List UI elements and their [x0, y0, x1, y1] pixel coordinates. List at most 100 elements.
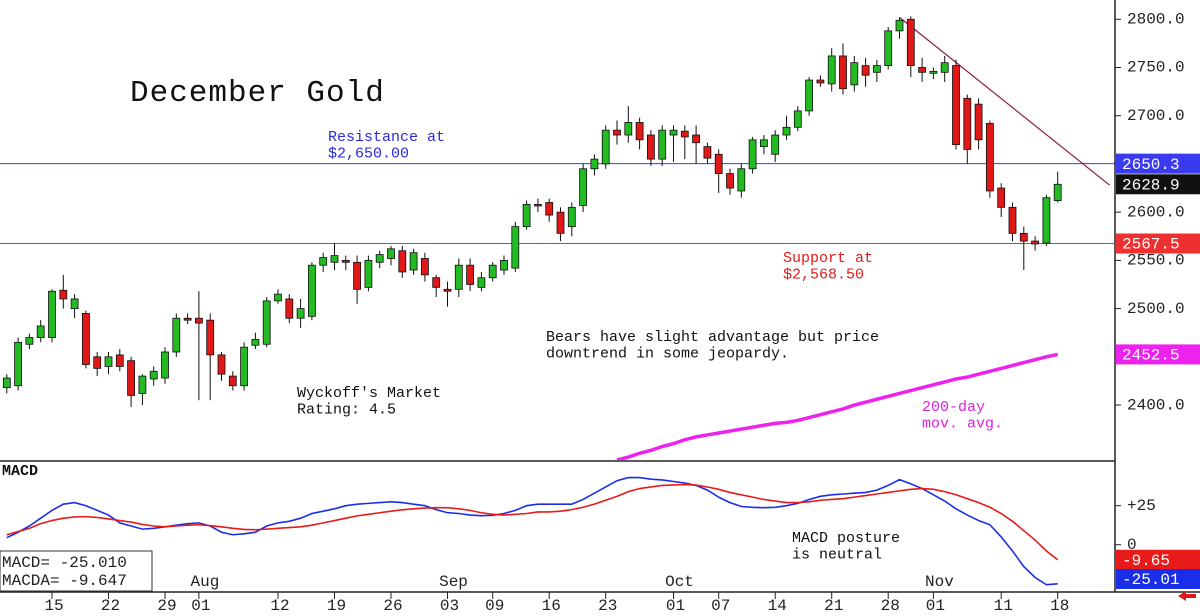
candle-body	[567, 206, 576, 228]
candle-body	[545, 202, 554, 216]
annotation: MACD posture	[792, 530, 900, 547]
annotation: downtrend in some jeopardy.	[546, 345, 789, 362]
candle-body	[127, 360, 135, 396]
candle-body	[884, 30, 893, 66]
candle-body	[522, 204, 531, 228]
annotation: $2,650.00	[328, 145, 409, 162]
macd-y-tick-label: +25	[1127, 497, 1156, 515]
candle-body	[115, 354, 124, 367]
candle-body	[228, 375, 237, 387]
candle-body	[307, 264, 316, 317]
ma-badge	[1116, 344, 1200, 365]
candle-body	[647, 134, 655, 160]
y-tick-label: 2750.0	[1127, 59, 1185, 77]
candle-body	[613, 129, 621, 136]
candle-body	[579, 168, 587, 206]
candle-body	[82, 313, 90, 365]
x-tick-label: 19	[327, 597, 346, 615]
candle-body	[454, 264, 463, 290]
annotation: Rating: 4.5	[297, 401, 396, 418]
candle-body	[353, 261, 362, 290]
x-tick-label: 12	[270, 597, 289, 615]
candle-body	[918, 67, 926, 73]
candle-body	[477, 277, 486, 288]
candle-body	[873, 65, 881, 73]
x-tick-label: 16	[542, 597, 561, 615]
candle-body	[172, 317, 181, 353]
candle-body	[14, 341, 23, 387]
candle-body	[534, 204, 542, 207]
candle-body	[59, 289, 68, 300]
macd-readout-box	[0, 550, 153, 592]
y-tick-label: 2550.0	[1127, 252, 1185, 270]
x-tick-label: 15	[44, 597, 63, 615]
price-badge-label: 2567.5	[1122, 236, 1180, 254]
candle-body	[274, 293, 282, 302]
annotation: Wyckoff's Market	[297, 385, 441, 402]
candle-body	[25, 337, 34, 345]
candle-body	[1053, 183, 1062, 201]
candle-body	[240, 346, 249, 387]
candle-body	[194, 317, 203, 324]
candle-body	[104, 356, 113, 367]
x-tick-label: 23	[598, 597, 617, 615]
candle-body	[466, 264, 475, 285]
x-tick-label: 18	[1050, 597, 1069, 615]
last-price-label: 2628.9	[1122, 177, 1180, 195]
annotation: Resistance at	[328, 129, 445, 146]
candle-body	[500, 259, 508, 271]
candle-body	[251, 339, 260, 346]
candle-body	[488, 264, 497, 279]
candle-body	[1008, 206, 1017, 234]
candle-body	[974, 103, 983, 141]
month-label: Oct	[665, 573, 694, 591]
candle-body	[161, 351, 169, 379]
candle-body	[601, 129, 610, 165]
price-badge-label: 2650.3	[1122, 156, 1180, 174]
x-tick-label: 22	[101, 597, 120, 615]
macd-badge-label: -25.01	[1122, 571, 1180, 589]
macd-badge-label: -9.65	[1122, 552, 1170, 570]
candle-body	[782, 126, 791, 136]
macd-readout: MACDA= -9.647	[2, 572, 127, 590]
candle-body	[895, 19, 904, 32]
candle-body	[986, 123, 994, 192]
annotation: mov. avg.	[922, 415, 1003, 432]
candle-body	[36, 325, 45, 338]
month-label: Nov	[925, 573, 954, 591]
chart-title: December Gold	[130, 76, 385, 111]
candle-body	[93, 356, 102, 369]
x-tick-label: 11	[994, 597, 1013, 615]
candle-body	[330, 255, 339, 263]
main-panel	[0, 16, 1115, 460]
price-badge	[1116, 153, 1200, 174]
candle-body	[669, 129, 678, 136]
ma-badge-label: 2452.5	[1122, 347, 1180, 365]
candle-body	[375, 254, 384, 263]
candle-body	[556, 211, 565, 234]
plot-layer: 2400.02450.02500.02550.02600.02650.02700…	[0, 11, 1200, 615]
candle-body	[816, 79, 825, 84]
candle-body	[319, 257, 328, 266]
candle-body	[827, 55, 836, 85]
candle-body	[285, 298, 294, 319]
candle-body	[70, 298, 79, 309]
macd-badge	[1116, 569, 1200, 589]
x-tick-label: 07	[711, 597, 730, 615]
candle-body	[206, 319, 215, 356]
candle-body	[771, 134, 780, 155]
candle-body	[149, 370, 158, 380]
candle-body	[635, 122, 644, 141]
candle-body	[341, 259, 350, 263]
x-tick-label: 01	[926, 597, 945, 615]
candle-body	[590, 158, 599, 170]
candle-body	[963, 97, 972, 150]
candle-body	[387, 248, 395, 259]
macd-panel	[6, 476, 1059, 586]
macd-readout: MACD= -25.010	[2, 554, 127, 572]
candle-body	[183, 317, 192, 321]
candle-body	[760, 139, 768, 147]
annotation: Bears have slight advantage but price	[546, 329, 879, 346]
annotation: 200-day	[922, 399, 985, 416]
